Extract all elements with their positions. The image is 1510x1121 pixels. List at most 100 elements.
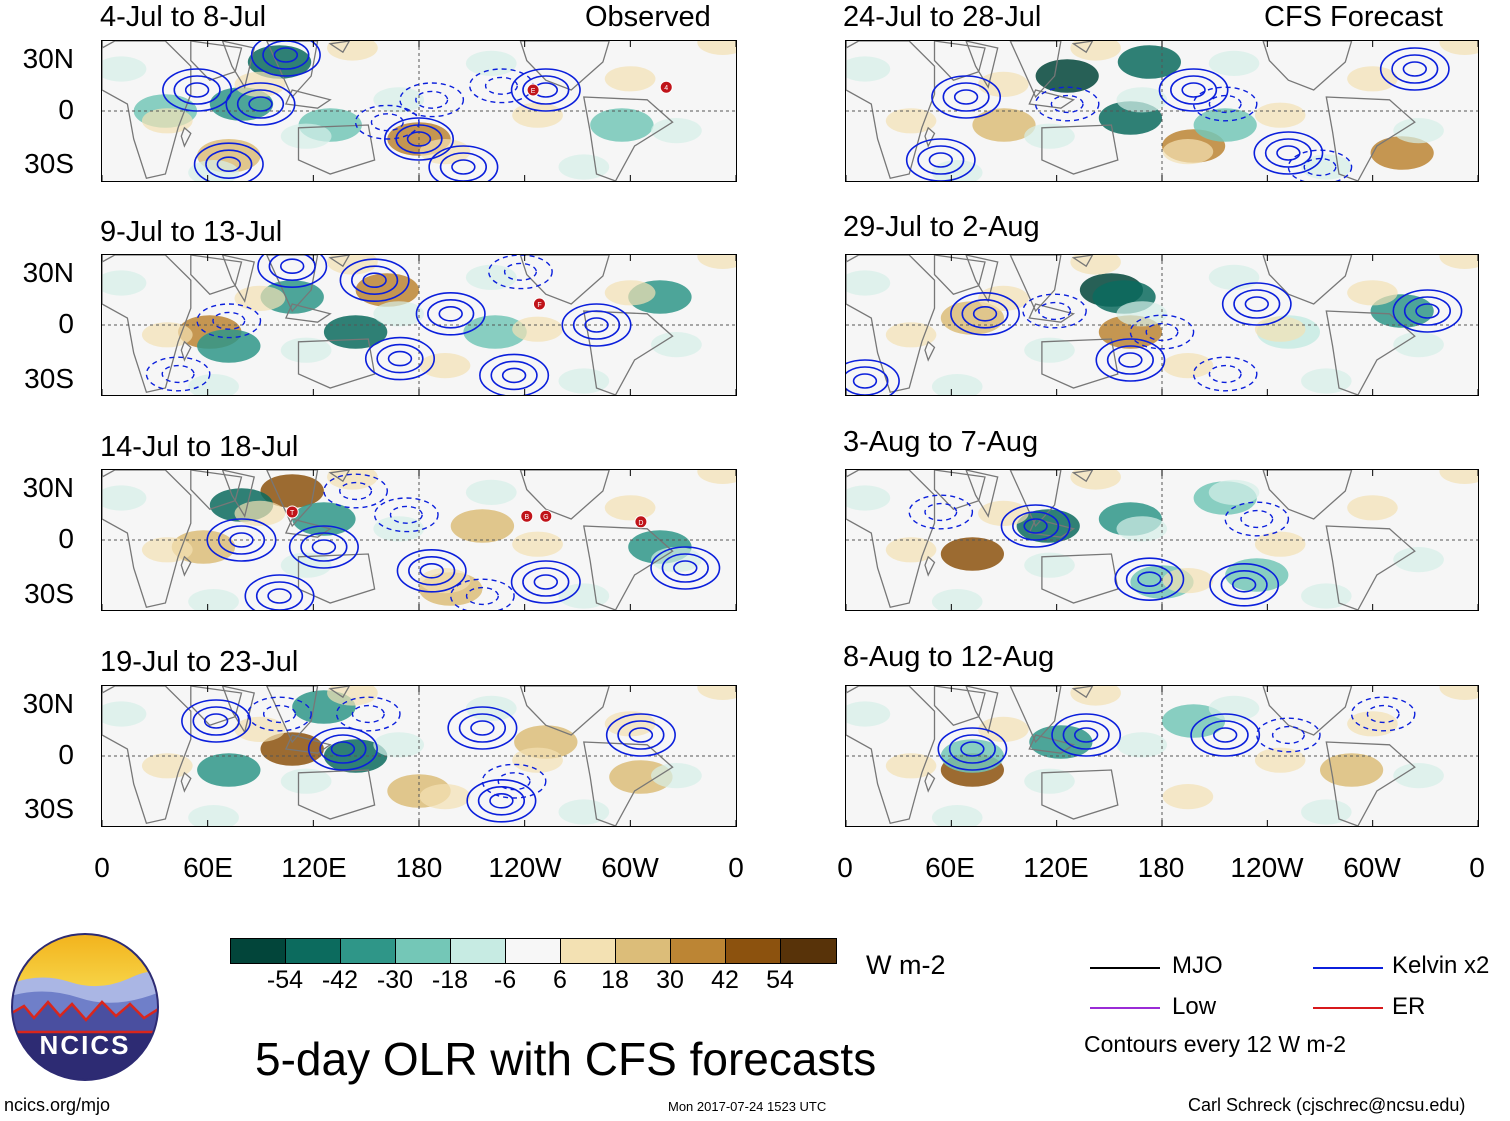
kelvin-contour bbox=[1392, 289, 1463, 333]
map-panel bbox=[845, 685, 1479, 827]
kelvin-contour-negative bbox=[262, 704, 297, 724]
coastline bbox=[1009, 255, 1062, 313]
kelvin-contour bbox=[184, 82, 210, 98]
kelvin-contour bbox=[447, 706, 518, 750]
kelvin-contour bbox=[1181, 82, 1206, 98]
kelvin-contour-negative bbox=[1240, 509, 1274, 529]
kelvin-contour bbox=[961, 298, 1009, 329]
olr-anomaly bbox=[1193, 108, 1257, 142]
coastline bbox=[1262, 470, 1353, 520]
x-tick: 120E bbox=[1023, 852, 1089, 883]
legend-label: MJO bbox=[1172, 952, 1223, 979]
kelvin-contour bbox=[244, 574, 315, 610]
footer-link[interactable]: ncics.org/mjo bbox=[4, 1095, 111, 1115]
coastline bbox=[519, 41, 610, 91]
olr-anomaly bbox=[1162, 704, 1226, 738]
coastline bbox=[1028, 303, 1076, 323]
olr-anomaly bbox=[419, 568, 471, 594]
panel-title: 24-Jul to 28-Jul bbox=[843, 1, 1042, 33]
coastline bbox=[846, 686, 936, 824]
kelvin-contour-negative bbox=[1287, 149, 1353, 181]
coastline bbox=[102, 41, 192, 179]
y-tick: 30S bbox=[24, 363, 74, 394]
kelvin-contour bbox=[406, 131, 432, 147]
y-tick: 30N bbox=[22, 43, 74, 74]
kelvin-contour bbox=[942, 82, 990, 112]
colorbar-swatch bbox=[615, 938, 672, 964]
olr-anomaly bbox=[1393, 118, 1444, 144]
olr-anomaly bbox=[604, 280, 656, 306]
kelvin-contour bbox=[510, 560, 581, 604]
kelvin-contour bbox=[953, 89, 979, 105]
colorbar-tick-label: -42 bbox=[321, 966, 359, 994]
coastline bbox=[190, 255, 243, 295]
coastline bbox=[1071, 686, 1094, 699]
kelvin-contour bbox=[203, 713, 229, 729]
kelvin-contour bbox=[572, 310, 621, 340]
olr-anomaly bbox=[1070, 686, 1121, 706]
kelvin-contour bbox=[225, 82, 296, 126]
kelvin-contour-negative bbox=[1022, 293, 1087, 329]
olr-anomaly bbox=[931, 374, 983, 395]
coastline bbox=[1071, 470, 1094, 483]
olr-anomaly bbox=[1162, 353, 1214, 379]
kelvin-contour bbox=[439, 152, 487, 181]
olr-anomaly bbox=[512, 747, 563, 773]
kelvin-contour bbox=[383, 117, 455, 161]
coastline bbox=[328, 470, 351, 483]
coastline bbox=[180, 771, 192, 793]
kelvin-contour bbox=[510, 68, 581, 112]
kelvin-contour-negative bbox=[196, 303, 262, 339]
colorbar-tick-label: 6 bbox=[553, 966, 567, 994]
storm-marker: E bbox=[526, 83, 540, 97]
coastline bbox=[297, 769, 376, 820]
kelvin-contour bbox=[262, 41, 310, 70]
kelvin-contour-negative bbox=[1224, 501, 1290, 537]
olr-anomaly bbox=[1024, 552, 1075, 578]
olr-anomaly bbox=[1254, 531, 1306, 557]
kelvin-contour bbox=[1012, 511, 1060, 541]
x-tick: 120W bbox=[488, 852, 562, 883]
kelvin-contour bbox=[1244, 296, 1269, 312]
olr-anomaly bbox=[1370, 136, 1434, 170]
coastline bbox=[519, 686, 610, 736]
olr-anomaly bbox=[846, 701, 891, 727]
olr-anomaly bbox=[590, 108, 654, 142]
coastline bbox=[266, 470, 319, 528]
kelvin-contour bbox=[1231, 577, 1257, 593]
coastline bbox=[221, 470, 255, 518]
kelvin-contour bbox=[1209, 563, 1280, 607]
olr-anomaly bbox=[463, 315, 527, 349]
olr-anomaly bbox=[697, 255, 736, 269]
olr-anomaly bbox=[373, 301, 425, 327]
coastline bbox=[1009, 686, 1062, 744]
x-tick: 0 bbox=[728, 852, 744, 883]
coastline bbox=[846, 470, 936, 608]
olr-anomaly bbox=[355, 273, 419, 307]
coastline bbox=[1262, 686, 1353, 736]
olr-anomaly bbox=[846, 485, 891, 511]
svg-text:G: G bbox=[543, 514, 548, 521]
y-tick: 0 bbox=[58, 523, 74, 554]
kelvin-contour bbox=[268, 255, 316, 281]
storm-marker: 4 bbox=[659, 80, 673, 94]
coastline bbox=[583, 96, 674, 181]
olr-anomaly bbox=[697, 41, 736, 55]
olr-anomaly bbox=[1347, 66, 1398, 92]
olr-anomaly bbox=[373, 87, 425, 113]
colorbar-swatch bbox=[340, 938, 397, 964]
coastline bbox=[1041, 124, 1119, 175]
panel-title: 4-Jul to 8-Jul bbox=[100, 1, 267, 33]
kelvin-contour-negative bbox=[1050, 94, 1084, 114]
coastline bbox=[284, 734, 332, 754]
olr-anomaly bbox=[651, 763, 702, 789]
kelvin-contour-negative bbox=[1208, 94, 1242, 114]
y-tick: 0 bbox=[58, 94, 74, 125]
coastline bbox=[583, 741, 674, 826]
coastline bbox=[924, 771, 936, 793]
olr-anomaly bbox=[651, 547, 702, 573]
olr-anomaly bbox=[234, 716, 286, 742]
kelvin-contour bbox=[490, 360, 538, 391]
storm-marker: B bbox=[520, 509, 534, 523]
kelvin-contour bbox=[1233, 289, 1281, 319]
